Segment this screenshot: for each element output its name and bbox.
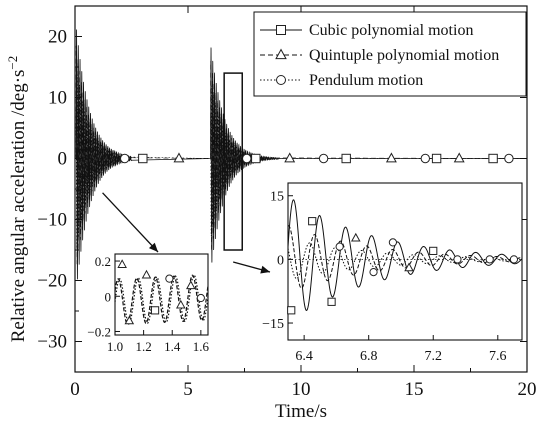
x-tick-label: 10 [292,379,311,400]
inset-x-tick-label: 1.6 [193,339,210,354]
square-marker [138,153,148,164]
y-tick-label: −20 [37,271,67,292]
inset-right-square-marker [429,246,438,255]
circle-marker [318,153,329,164]
inset-left-circle-marker [165,274,174,283]
circle-marker [242,153,252,164]
square-marker [488,153,498,164]
inset-right-triangle-marker [350,232,361,242]
zoom-arrow-head [148,242,158,252]
inset-right-square-marker [287,306,296,315]
inset-right-series-line [287,225,523,289]
x-tick-label: 20 [518,379,537,400]
triangle-marker [173,152,185,163]
inset-left-triangle-marker [186,280,196,290]
inset-left-triangle-marker [124,315,135,325]
circle-marker [120,153,130,164]
inset-x-tick-label: 6.4 [295,349,313,364]
inset-y-tick-label: 0 [105,289,112,304]
legend-label: Pendulum motion [309,72,423,89]
inset-y-tick-label: 0 [277,253,284,268]
inset-y-tick-label: 0.2 [95,254,111,269]
zoom-arrows [102,192,271,274]
inset-y-tick-label: −15 [262,317,284,332]
inset-left-series-line [114,274,209,325]
inset-y-tick-label: 15 [270,190,284,205]
y-tick-label: 10 [48,88,67,109]
zoom-arrow-line [102,192,159,253]
y-tick-label: −10 [37,210,67,231]
inset-right-circle-marker [485,255,494,264]
inset-right-square-marker [308,217,317,226]
inset-right-circle-marker [335,242,344,251]
square-marker [431,153,442,164]
inset-left-triangle-marker [176,299,186,309]
inset-left-plot: 1.0 1.2 1.4 1.6 −0.2 0 0.2 [87,253,210,354]
inset-right-triangle-marker [404,262,414,272]
legend-label: Quintuple polynomial motion [309,47,499,64]
inset-x-tick-label: 1.4 [164,339,181,354]
inset-right-plot: 6.4 6.8 7.2 7.6 −15 0 15 [262,182,523,364]
inset-x-tick-label: 1.0 [107,339,123,354]
inset-x-tick-label: 7.6 [489,349,507,364]
y-axis-title: Relative angular acceleration /deg·s−2 [5,56,30,343]
square-marker [251,153,261,164]
circle-marker [420,153,430,164]
y-tick-label: 20 [48,27,67,48]
x-axis-title: Time/s [275,401,327,422]
x-tick-label: 5 [183,379,193,400]
circle-marker [504,153,514,164]
inset-right-square-marker [327,297,336,306]
inset-left-triangle-marker [141,269,152,279]
y-axis-title-exponent: −2 [5,56,20,70]
highlight-box-2 [223,72,243,251]
highlight-box-1 [76,148,90,178]
inset-left-circle-marker [196,293,205,303]
inset-left-triangle-marker [117,259,127,268]
inset-left-square-marker [150,306,160,315]
inset-x-tick-label: 7.2 [424,349,442,364]
legend-circle-marker [276,75,286,85]
zoom-arrow-head [260,265,270,274]
inset-right-circle-marker [509,255,519,264]
inset-right-circle-marker [388,238,397,247]
legend-square-marker [276,25,286,35]
y-tick-label: −30 [37,332,67,353]
legend-label: Cubic polynomial motion [309,22,473,39]
inset-x-tick-label: 6.8 [360,349,378,364]
triangle-marker [284,152,296,163]
inset-y-tick-label: −0.2 [87,324,111,339]
square-marker [341,153,351,164]
x-tick-label: 0 [70,379,80,400]
triangle-marker [385,152,397,163]
x-tick-label: 15 [405,379,424,400]
inset-right-circle-marker [453,255,462,264]
inset-right-series-line [287,242,523,280]
legend-triangle-marker [275,48,287,60]
y-tick-label: 0 [58,149,68,170]
legend-box [253,11,527,97]
triangle-marker [453,152,465,163]
inset-right-circle-marker [369,268,378,277]
inset-x-tick-label: 1.2 [135,339,151,354]
legend: Cubic polynomial motion Quintuple polynom… [253,11,527,97]
